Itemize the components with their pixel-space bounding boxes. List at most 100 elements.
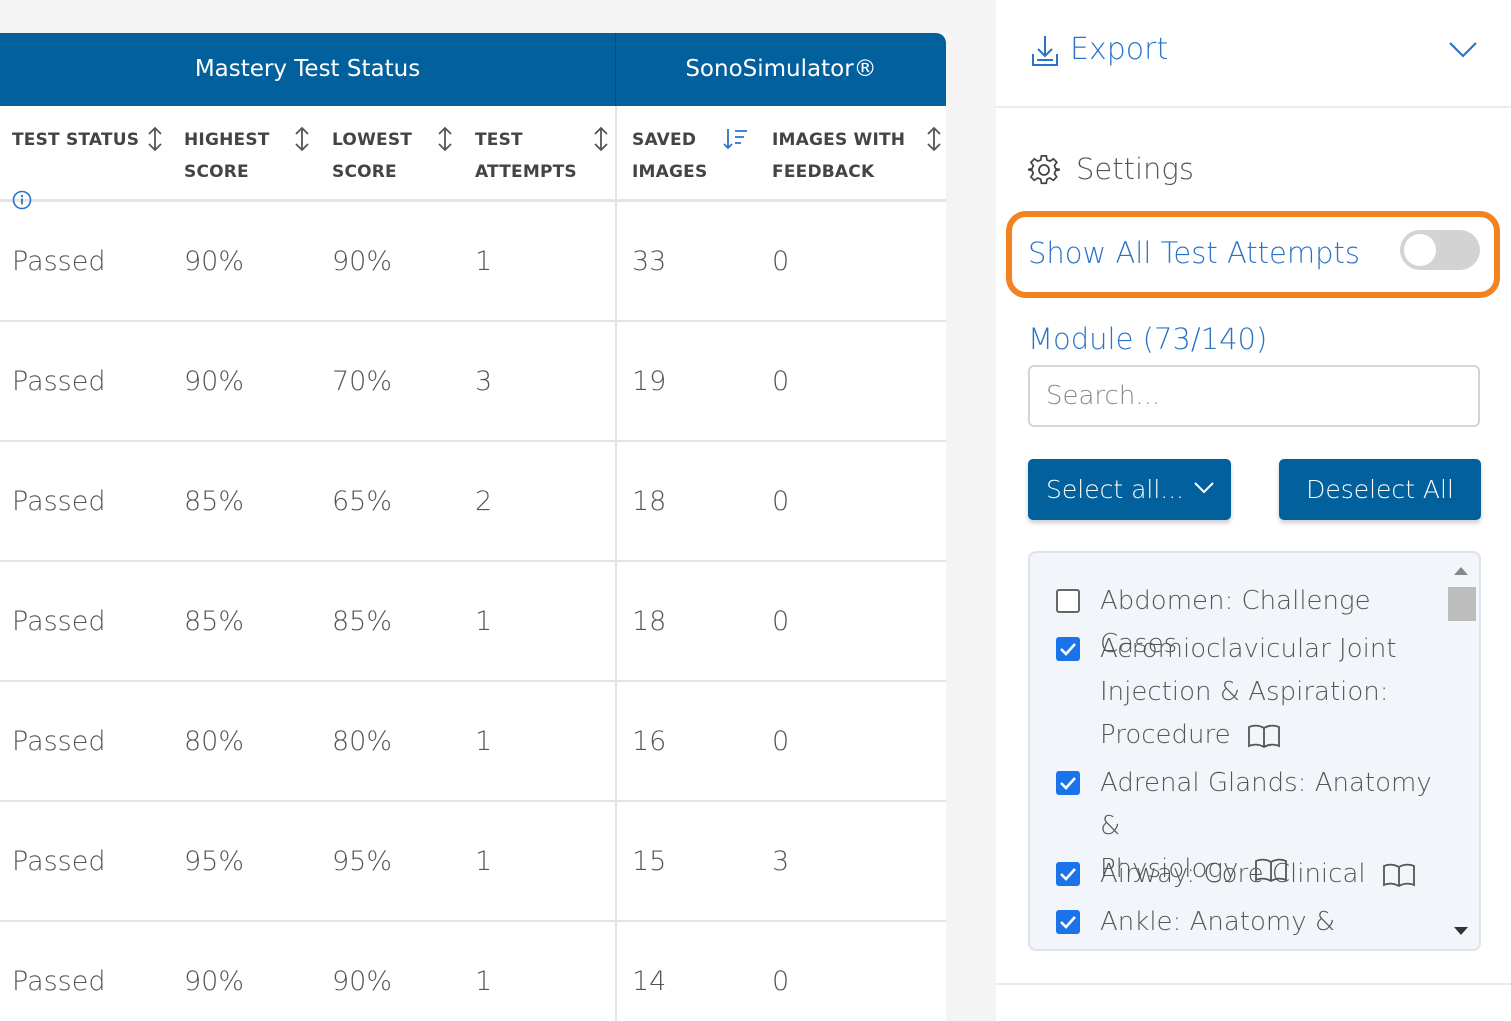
scroll-down-arrow-icon[interactable] <box>1454 927 1468 935</box>
module-list[interactable]: Abdomen: Challenge Cases Acromioclavicula… <box>1028 551 1481 951</box>
cell-highest-score: 80% <box>184 726 245 757</box>
col-header-lowest-score[interactable]: LOWEST SCORE <box>332 130 413 182</box>
group-header-bar: Mastery Test Status SonoSimulator® <box>0 33 946 106</box>
cell-highest-score: 85% <box>184 606 245 637</box>
table-row: Passed 90% 90% 1 33 0 <box>0 202 946 322</box>
module-label-line: Injection & Aspiration: <box>1100 677 1389 707</box>
col-header-test-attempts[interactable]: TEST ATTEMPTS <box>475 130 577 182</box>
table-row: Passed 95% 95% 1 15 3 <box>0 802 946 922</box>
cell-lowest-score: 70% <box>332 366 393 397</box>
col-header-saved-images[interactable]: SAVED IMAGES <box>632 130 708 182</box>
book-icon[interactable] <box>1382 863 1416 887</box>
cell-saved-images: 33 <box>632 246 667 277</box>
export-dropdown[interactable]: Export <box>996 0 1511 108</box>
module-label: Adrenal Glands: Anatomy & Physiology <box>1100 762 1440 891</box>
cell-images-with-feedback: 0 <box>772 966 790 997</box>
chevron-down-icon <box>1194 482 1214 494</box>
module-label-line: Acromioclavicular Joint <box>1100 634 1397 664</box>
module-checkbox[interactable] <box>1056 910 1080 934</box>
results-table: Mastery Test Status SonoSimulator® TEST … <box>0 33 946 1021</box>
sort-unsorted-icon[interactable] <box>293 126 311 152</box>
module-label: Abdomen: Challenge Cases <box>1100 580 1440 666</box>
column-header-row: TEST STATUS HIGHEST SCORE LOWEST SCORE T <box>0 106 946 210</box>
sonosimulator-header: SonoSimulator® <box>685 56 877 82</box>
cell-test-status: Passed <box>12 486 106 517</box>
cell-lowest-score: 90% <box>332 966 393 997</box>
cell-highest-score: 90% <box>184 246 245 277</box>
col-header-test-status[interactable]: TEST STATUS <box>12 130 140 150</box>
side-panel: Export Settings Show All Test Attempts M… <box>996 0 1511 1021</box>
mastery-test-status-header: Mastery Test Status <box>194 56 421 82</box>
checkmark-icon <box>1060 643 1076 656</box>
cell-lowest-score: 65% <box>332 486 393 517</box>
cell-test-attempts: 1 <box>475 846 493 877</box>
sort-unsorted-icon[interactable] <box>925 126 943 152</box>
cell-test-status: Passed <box>12 606 106 637</box>
module-label-line: Ankle: Anatomy & <box>1100 907 1336 937</box>
chevron-down-icon <box>1449 42 1477 58</box>
cell-lowest-score: 95% <box>332 846 393 877</box>
cell-test-status: Passed <box>12 366 106 397</box>
module-search-input[interactable] <box>1028 365 1480 427</box>
cell-highest-score: 90% <box>184 366 245 397</box>
cell-saved-images: 15 <box>632 846 667 877</box>
cell-test-status: Passed <box>12 246 106 277</box>
cell-lowest-score: 80% <box>332 726 393 757</box>
show-all-test-attempts-toggle[interactable] <box>1400 230 1480 270</box>
cell-test-status: Passed <box>12 726 106 757</box>
scroll-up-arrow-icon[interactable] <box>1454 567 1468 575</box>
column-group-divider <box>615 106 617 1021</box>
module-label-line: Physiology <box>1100 854 1239 884</box>
col-header-images-with-feedback[interactable]: IMAGES WITH FEEDBACK <box>772 130 906 182</box>
table-row: Passed 90% 90% 1 14 0 <box>0 922 946 1021</box>
checkmark-icon <box>1060 916 1076 929</box>
module-label-line: Airway: Core Clinical <box>1100 859 1366 889</box>
table-row: Passed 90% 70% 3 19 0 <box>0 322 946 442</box>
deselect-all-button[interactable]: Deselect All <box>1279 459 1481 520</box>
cell-images-with-feedback: 0 <box>772 726 790 757</box>
cell-test-attempts: 1 <box>475 606 493 637</box>
module-checkbox[interactable] <box>1056 771 1080 795</box>
download-icon <box>1032 36 1058 66</box>
select-all-dropdown-button[interactable]: Select all... <box>1028 459 1231 520</box>
checkmark-icon <box>1060 868 1076 881</box>
sort-unsorted-icon[interactable] <box>592 126 610 152</box>
cell-saved-images: 19 <box>632 366 667 397</box>
cell-images-with-feedback: 0 <box>772 246 790 277</box>
export-label: Export <box>1070 32 1169 67</box>
col-header-highest-score[interactable]: HIGHEST SCORE <box>184 130 270 182</box>
book-icon[interactable] <box>1254 858 1288 882</box>
settings-heading: Settings <box>1076 152 1194 186</box>
module-checkbox[interactable] <box>1056 637 1080 661</box>
sort-descending-icon[interactable] <box>722 126 748 152</box>
module-checkbox[interactable] <box>1056 862 1080 886</box>
table-row: Passed 85% 85% 1 18 0 <box>0 562 946 682</box>
divider <box>996 983 1511 985</box>
cell-highest-score: 85% <box>184 486 245 517</box>
cell-images-with-feedback: 0 <box>772 486 790 517</box>
module-label-line: Physiology <box>1100 950 1238 951</box>
cell-saved-images: 16 <box>632 726 667 757</box>
cell-test-attempts: 3 <box>475 366 493 397</box>
group-header-divider <box>615 33 616 106</box>
checkmark-icon <box>1060 777 1076 790</box>
cell-images-with-feedback: 0 <box>772 606 790 637</box>
module-label: Acromioclavicular Joint Injection & Aspir… <box>1100 628 1440 757</box>
sort-unsorted-icon[interactable] <box>436 126 454 152</box>
sort-unsorted-icon[interactable] <box>146 126 164 152</box>
cell-highest-score: 95% <box>184 846 245 877</box>
module-label-line: Adrenal Glands: Anatomy & <box>1100 768 1432 841</box>
info-icon[interactable] <box>12 190 32 210</box>
highlight-frame <box>1006 211 1500 298</box>
cell-saved-images: 14 <box>632 966 667 997</box>
module-label-line: Procedure <box>1100 720 1231 750</box>
module-label: Airway: Core Clinical <box>1100 853 1440 896</box>
scroll-thumb[interactable] <box>1448 587 1476 621</box>
book-icon[interactable] <box>1247 724 1281 748</box>
cell-test-attempts: 2 <box>475 486 493 517</box>
module-label: Ankle: Anatomy & Physiology <box>1100 901 1440 951</box>
module-list-scrollbar[interactable] <box>1445 553 1479 949</box>
module-label-line: Abdomen: Challenge Cases <box>1100 586 1371 659</box>
cell-lowest-score: 85% <box>332 606 393 637</box>
module-checkbox[interactable] <box>1056 589 1080 613</box>
